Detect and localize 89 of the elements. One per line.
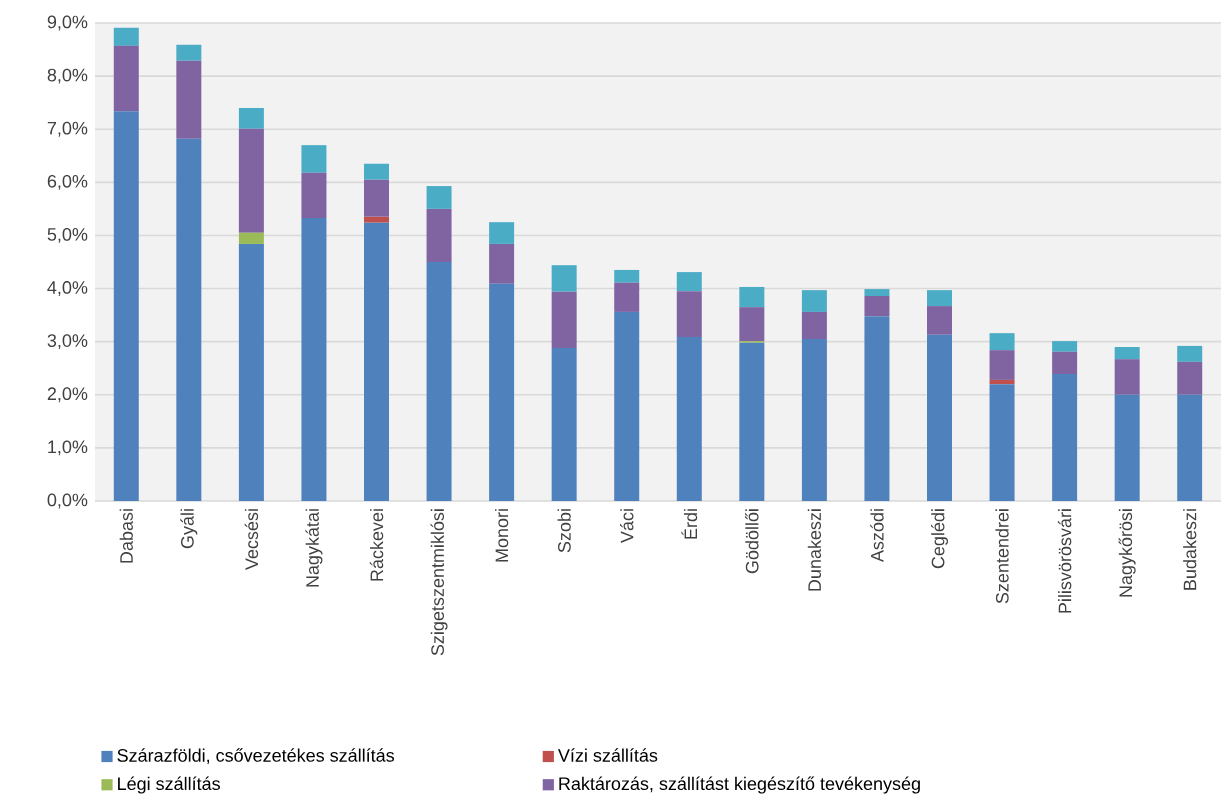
bar: [426, 208, 452, 262]
x-tick-label: Nagykőrösi: [1118, 509, 1136, 597]
bar: [614, 282, 640, 312]
bar: [1114, 359, 1140, 395]
bar: [864, 295, 890, 317]
bar: [551, 265, 577, 292]
bar: [676, 336, 702, 501]
x-tick-label: Szentendrei: [995, 509, 1009, 604]
x-tick-label: Szobi: [557, 509, 571, 553]
bar: [364, 222, 389, 501]
bar: [364, 163, 389, 180]
x-tick-label: Budakeszi: [1183, 509, 1197, 590]
bar: [426, 261, 452, 501]
x-tick-label: Szigetszentmiklósi: [430, 509, 448, 656]
bar: [364, 216, 389, 223]
bar: [1114, 346, 1140, 360]
bar: [364, 179, 389, 217]
x-tick-label: Dabasi: [119, 509, 133, 563]
y-tick-label: 8,0%: [47, 68, 88, 84]
y-tick-label: 4,0%: [47, 281, 88, 296]
bar: [301, 217, 327, 501]
bar: [864, 289, 890, 296]
bar: [551, 291, 577, 349]
bar: [927, 334, 952, 501]
bar: [989, 384, 1015, 501]
bar: [864, 316, 890, 501]
y-tick-label: 3,0%: [47, 334, 88, 350]
x-tick-label: Dunakeszi: [807, 509, 822, 591]
y-tick-label: 7,0%: [47, 121, 88, 137]
bar: [1177, 345, 1203, 362]
bar: [989, 379, 1015, 385]
x-tick-label: Gyáli: [180, 509, 198, 549]
y-tick-label: 0,0%: [47, 493, 88, 509]
bar: [176, 138, 202, 501]
bar: [551, 348, 577, 501]
bar: [1052, 374, 1078, 501]
legend-label: Szárazföldi, csővezetékes szállítás: [117, 748, 395, 764]
bar: [489, 283, 515, 501]
bar: [113, 111, 139, 501]
bar: [238, 232, 264, 244]
legend-label: Légi szállítás: [118, 776, 220, 794]
bar: [489, 243, 515, 284]
bar: [739, 307, 765, 342]
x-tick-label: Monori: [495, 509, 509, 562]
bar: [739, 286, 765, 308]
y-tick-label: 2,0%: [47, 387, 88, 403]
bar: [927, 290, 952, 307]
y-tick-label: 1,0%: [48, 440, 88, 456]
bar: [1177, 361, 1203, 395]
bar: [301, 145, 327, 173]
bar: [614, 269, 640, 283]
x-tick-label: Gödöllői: [745, 509, 759, 574]
x-tick-label: Aszódi: [870, 509, 884, 563]
legend-label: Vízi szállítás: [558, 748, 658, 762]
x-tick-label: Ráckevei: [369, 509, 384, 581]
bar: [1052, 351, 1078, 375]
bar: [238, 128, 264, 233]
bar: [927, 306, 952, 335]
y-tick-label: 5,0%: [47, 227, 88, 243]
bar: [614, 311, 640, 501]
bar: [426, 186, 452, 209]
bar: [489, 222, 515, 244]
bar: [801, 290, 827, 312]
x-tick-label: Vecsési: [244, 509, 259, 570]
bar: [801, 311, 827, 339]
bar: [1114, 394, 1140, 501]
x-tick-label: Nagykátai: [305, 509, 323, 587]
bar: [989, 350, 1015, 380]
bar: [301, 172, 327, 218]
bar: [989, 333, 1015, 351]
x-tick-label: Váci: [619, 509, 634, 543]
bar: [238, 107, 264, 129]
legend-label: Raktározás, szállítást kiegészítő tevékenység: [559, 776, 920, 794]
x-tick-label: Pilisvörösvári: [1057, 509, 1072, 613]
bar: [176, 60, 202, 139]
bar: [1177, 394, 1203, 501]
bar: [676, 291, 702, 337]
bar: [113, 45, 139, 112]
bar: [113, 27, 139, 46]
y-tick-label: 6,0%: [47, 174, 88, 190]
bar: [238, 243, 264, 501]
bar: [676, 272, 702, 292]
bar: [801, 339, 827, 501]
x-tick-label: Érdi: [681, 509, 698, 539]
bar: [176, 44, 202, 61]
y-tick-label: 9,0%: [47, 15, 88, 31]
bar: [739, 342, 765, 501]
bar: [1052, 341, 1078, 352]
x-tick-label: Ceglédi: [930, 509, 948, 569]
